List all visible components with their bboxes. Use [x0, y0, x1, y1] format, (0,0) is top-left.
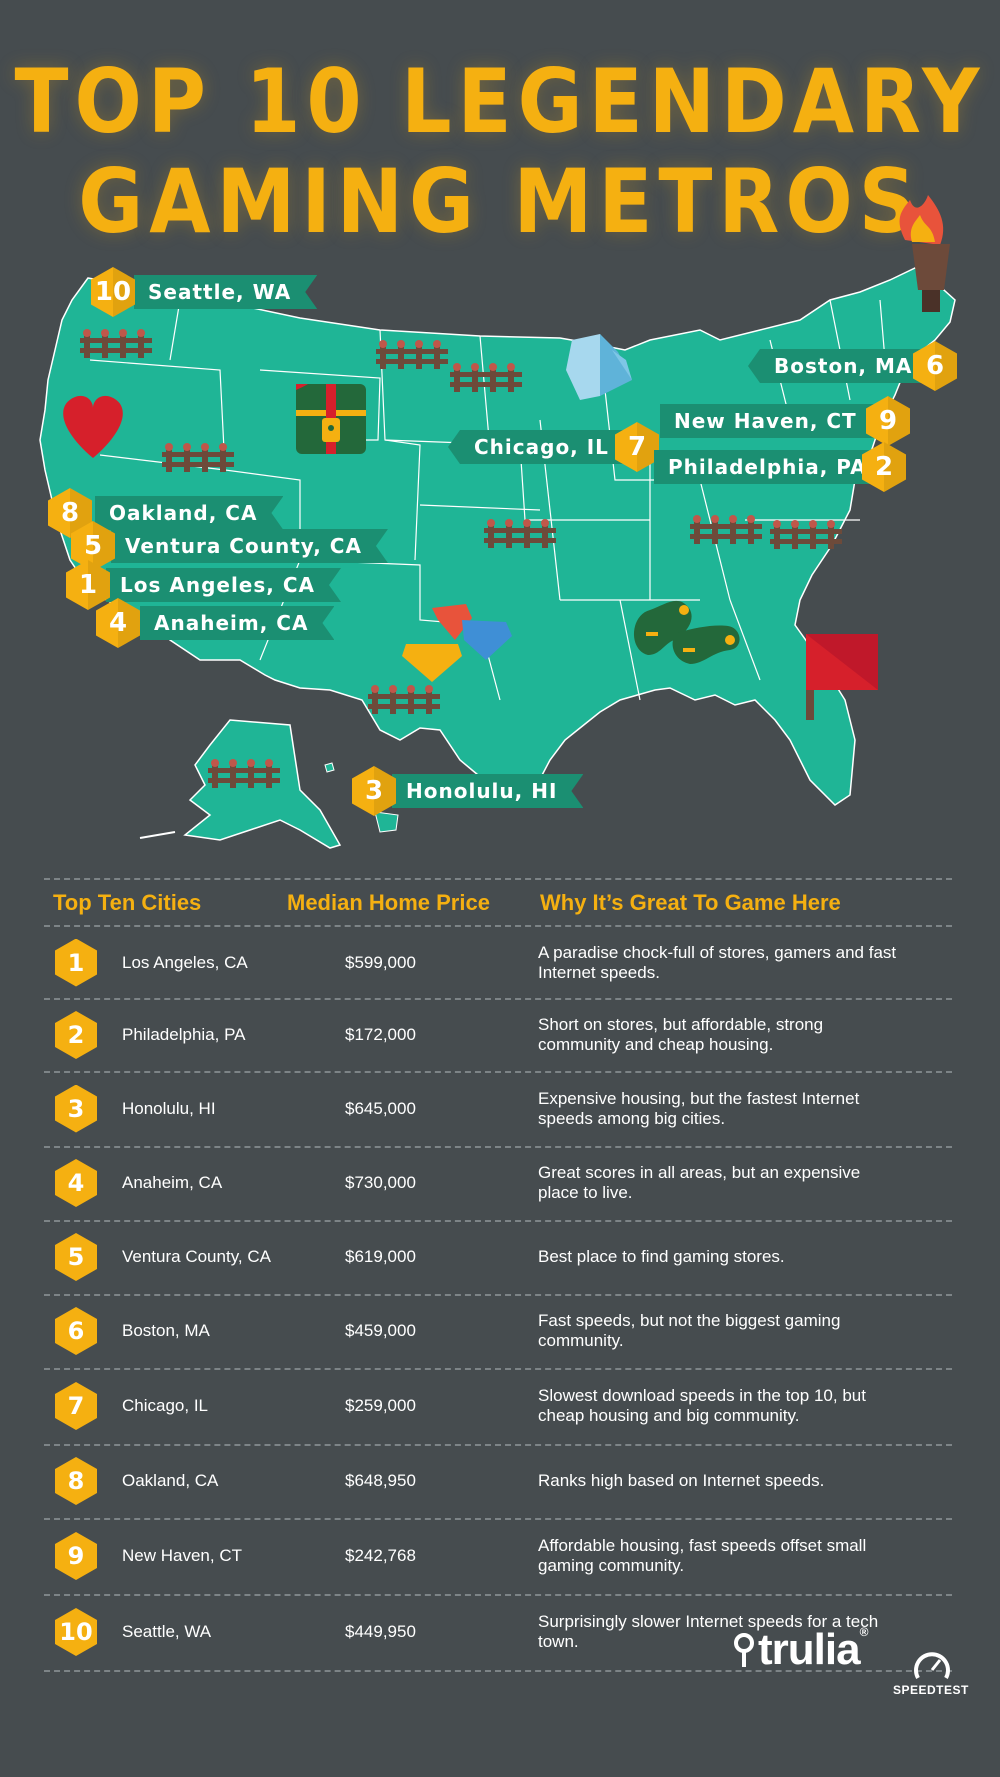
map-label-new-haven: New Haven, CT [660, 404, 883, 438]
divider [44, 1368, 952, 1370]
heart-icon [63, 395, 123, 458]
row-reason: A paradise chock-full of stores, gamers … [538, 942, 897, 982]
row-city: Boston, MA [122, 1321, 210, 1340]
row-city: Chicago, IL [122, 1396, 208, 1415]
row-reason: Ranks high based on Internet speeds. [538, 1471, 825, 1490]
trulia-pin-icon [734, 1633, 754, 1667]
map-label-chicago: Chicago, IL [448, 430, 623, 464]
divider [44, 1220, 952, 1222]
row-reason: Short on stores, but affordable, strong … [538, 1015, 824, 1054]
map-label-philadelphia: Philadelphia, PA [654, 450, 893, 484]
divider [44, 1146, 952, 1148]
trulia-logo: trulia® [758, 1625, 868, 1674]
table-row: 7 Chicago, IL $259,000 Slowest download spe… [44, 1368, 952, 1444]
table-row: 10 Seattle, WA $449,950 Surprisingly slower… [44, 1594, 952, 1670]
row-price: $259,000 [345, 1396, 416, 1415]
table-row: 2 Philadelphia, PA $172,000 Short on stores… [44, 999, 952, 1071]
table-row: 6 Boston, MA $459,000 Fast speeds, but not … [44, 1294, 952, 1368]
divider [44, 1670, 952, 1672]
row-city: Philadelphia, PA [122, 1025, 246, 1044]
rank-badge: 8 [55, 1457, 97, 1505]
row-price: $730,000 [345, 1173, 416, 1192]
title-line-1: TOP 10 LEGENDARY [14, 50, 986, 153]
row-reason: Great scores in all areas, but an expens… [538, 1163, 861, 1202]
row-reason: Surprisingly slower Internet speeds for … [538, 1612, 879, 1651]
divider [44, 878, 952, 880]
divider [44, 1594, 952, 1596]
row-reason: Fast speeds, but not the biggest gaming … [538, 1311, 841, 1350]
divider [44, 998, 952, 1000]
rank-badge: 4 [55, 1159, 97, 1207]
map-label-seattle: Seattle, WA [134, 275, 317, 309]
row-price: $648,950 [345, 1471, 416, 1490]
title-line-2: GAMING METROS [78, 150, 922, 253]
header-cities: Top Ten Cities [53, 890, 202, 915]
treasure-chest-icon [296, 384, 366, 454]
row-city: Los Angeles, CA [122, 952, 248, 972]
row-price: $242,768 [345, 1546, 416, 1565]
map-rank-badge: 10 [91, 267, 135, 317]
flag-icon [806, 634, 878, 720]
divider [44, 1518, 952, 1520]
row-reason: Best place to find gaming stores. [538, 1247, 785, 1266]
gems-icon [402, 604, 512, 682]
divider [44, 1444, 952, 1446]
map-label-los-angeles: Los Angeles, CA [106, 568, 341, 602]
map-label-anaheim: Anaheim, CA [140, 606, 334, 640]
header-why: Why It’s Great To Game Here [540, 890, 841, 915]
rank-badge: 5 [55, 1233, 97, 1281]
row-city: Seattle, WA [122, 1622, 212, 1641]
torch-icon [899, 195, 950, 312]
crystal-icon [566, 334, 632, 400]
map-label-boston: Boston, MA [748, 349, 927, 383]
row-reason: Slowest download speeds in the top 10, b… [538, 1386, 866, 1425]
row-reason: Expensive housing, but the fastest Inter… [538, 1088, 860, 1128]
map-label-honolulu: Honolulu, HI [392, 774, 583, 808]
row-price: $459,000 [345, 1321, 416, 1340]
rank-badge: 1 [55, 938, 97, 987]
speedtest-gauge-icon [914, 1652, 950, 1679]
row-price: $599,000 [345, 952, 416, 972]
rank-badge: 9 [55, 1532, 97, 1580]
rank-badge: 2 [55, 1011, 97, 1059]
row-price: $619,000 [345, 1247, 416, 1266]
row-city: New Haven, CT [122, 1546, 242, 1565]
row-reason: Affordable housing, fast speeds offset s… [538, 1536, 867, 1575]
table-row: 1 Los Angeles, CA $599,000 A paradise chock… [44, 927, 952, 998]
row-price: $172,000 [345, 1025, 416, 1044]
table-row: 4 Anaheim, CA $730,000 Great scores in all … [44, 1146, 952, 1220]
gamepad-icon [633, 600, 740, 664]
divider [44, 1294, 952, 1296]
table-row: 9 New Haven, CT $242,768 Affordable housing… [44, 1518, 952, 1594]
row-price: $645,000 [345, 1098, 416, 1118]
alaska-shape [183, 719, 342, 849]
row-city: Anaheim, CA [122, 1173, 223, 1192]
row-city: Honolulu, HI [122, 1098, 216, 1118]
divider [44, 925, 952, 927]
rank-badge: 10 [55, 1608, 97, 1656]
row-city: Ventura County, CA [122, 1247, 271, 1266]
row-price: $449,950 [345, 1622, 416, 1641]
speedtest-logo: SPEEDTEST [893, 1683, 969, 1697]
rank-badge: 7 [55, 1382, 97, 1430]
rank-badge: 3 [55, 1084, 97, 1133]
table-row: 8 Oakland, CA $648,950 Ranks high based on … [44, 1444, 952, 1518]
map-label-ventura: Ventura County, CA [111, 529, 388, 563]
rank-badge: 6 [55, 1307, 97, 1355]
table-row: 5 Ventura County, CA $619,000 Best place to… [44, 1220, 952, 1294]
table-row: 3 Honolulu, HI $645,000 Expensive housing, … [44, 1071, 952, 1146]
divider [44, 1071, 952, 1073]
row-city: Oakland, CA [122, 1471, 219, 1490]
header-price: Median Home Price [287, 890, 490, 915]
map-label-oakland: Oakland, CA [95, 496, 283, 530]
